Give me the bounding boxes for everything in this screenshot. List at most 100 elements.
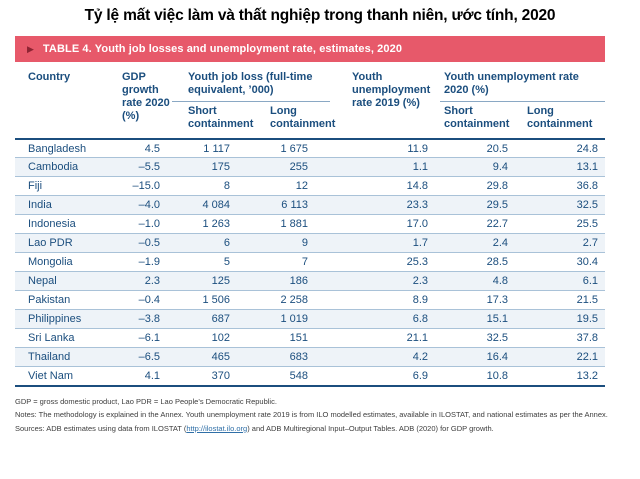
job-loss-long-cell: 2 258 — [252, 290, 331, 311]
data-table: Country GDP growth rate 2020 (%) Youth j… — [15, 65, 606, 387]
unemployment-2019-cell: 21.1 — [330, 328, 441, 349]
unemployment-2019-cell: 1.1 — [330, 157, 441, 178]
table-row: Fiji –15.0 8 12 14.8 29.8 36.8 — [15, 176, 606, 197]
column-header-unemployment-long: Long containment — [525, 101, 606, 140]
job-loss-long-cell: 6 113 — [252, 195, 331, 216]
unemployment-2020-short-cell: 10.8 — [440, 366, 526, 387]
table-body: Bangladesh 4.5 1 117 1 675 11.9 20.5 24.… — [15, 138, 606, 387]
footnotes: GDP = gross domestic product, Lao PDR = … — [15, 397, 627, 435]
gdp-growth-cell: –6.5 — [115, 347, 172, 368]
sources-suffix: ) and ADB Multiregional Input–Output Tab… — [247, 423, 494, 433]
table-row: Lao PDR –0.5 6 9 1.7 2.4 2.7 — [15, 233, 606, 254]
table-row: Viet Nam 4.1 370 548 6.9 10.8 13.2 — [15, 366, 606, 387]
gdp-growth-cell: 4.5 — [115, 138, 172, 159]
unemployment-2020-long-cell: 25.5 — [525, 214, 606, 235]
unemployment-2020-short-cell: 32.5 — [440, 328, 526, 349]
job-loss-short-cell: 6 — [172, 233, 252, 254]
job-loss-short-cell: 102 — [172, 328, 252, 349]
unemployment-2019-cell: 25.3 — [330, 252, 441, 273]
job-loss-long-cell: 1 019 — [252, 309, 331, 330]
table-row: Indonesia –1.0 1 263 1 881 17.0 22.7 25.… — [15, 214, 606, 235]
gdp-growth-cell: –3.8 — [115, 309, 172, 330]
unemployment-2020-short-cell: 17.3 — [440, 290, 526, 311]
country-cell: Indonesia — [15, 214, 115, 235]
country-cell: Philippines — [15, 309, 115, 330]
sources-note: Sources: ADB estimates using data from I… — [15, 424, 627, 435]
unemployment-2020-short-cell: 4.8 — [440, 271, 526, 292]
unemployment-2020-short-cell: 29.8 — [440, 176, 526, 197]
unemployment-2020-long-cell: 13.1 — [525, 157, 606, 178]
job-loss-short-cell: 370 — [172, 366, 252, 387]
column-header-unemployment-short: Short containment — [440, 101, 526, 140]
job-loss-short-cell: 465 — [172, 347, 252, 368]
unemployment-2019-cell: 11.9 — [330, 138, 441, 159]
unemployment-2019-cell: 4.2 — [330, 347, 441, 368]
unemployment-2019-cell: 6.9 — [330, 366, 441, 387]
column-group-unemployment-2020: Youth unemployment rate 2020 (%) — [440, 65, 606, 102]
column-header-job-loss-short: Short containment — [172, 101, 253, 140]
unemployment-2020-short-cell: 22.7 — [440, 214, 526, 235]
country-cell: Fiji — [15, 176, 115, 197]
gdp-growth-cell: –5.5 — [115, 157, 172, 178]
ilostat-link[interactable]: http://ilostat.ilo.org — [186, 423, 248, 433]
job-loss-long-cell: 548 — [252, 366, 331, 387]
job-loss-long-cell: 683 — [252, 347, 331, 368]
unemployment-2020-long-cell: 6.1 — [525, 271, 606, 292]
unemployment-2020-long-cell: 21.5 — [525, 290, 606, 311]
job-loss-short-cell: 4 084 — [172, 195, 252, 216]
country-cell: India — [15, 195, 115, 216]
table-banner-label: TABLE 4. Youth job losses and unemployme… — [42, 43, 403, 55]
country-cell: Sri Lanka — [15, 328, 115, 349]
job-loss-short-cell: 1 263 — [172, 214, 252, 235]
job-loss-long-cell: 12 — [252, 176, 331, 197]
unemployment-2019-cell: 6.8 — [330, 309, 441, 330]
job-loss-long-cell: 9 — [252, 233, 331, 254]
unemployment-2020-short-cell: 29.5 — [440, 195, 526, 216]
country-cell: Cambodia — [15, 157, 115, 178]
unemployment-2020-short-cell: 20.5 — [440, 138, 526, 159]
job-loss-short-cell: 125 — [172, 271, 252, 292]
table-banner[interactable]: ▶ TABLE 4. Youth job losses and unemploy… — [15, 36, 605, 62]
job-loss-short-cell: 1 506 — [172, 290, 252, 311]
gdp-growth-cell: –15.0 — [115, 176, 172, 197]
job-loss-short-cell: 5 — [172, 252, 252, 273]
unemployment-2020-long-cell: 13.2 — [525, 366, 606, 387]
gdp-growth-cell: –0.4 — [115, 290, 172, 311]
methodology-note: Notes: The methodology is explained in t… — [15, 410, 608, 420]
table-row: Sri Lanka –6.1 102 151 21.1 32.5 37.8 — [15, 328, 606, 349]
unemployment-2020-long-cell: 37.8 — [525, 328, 606, 349]
unemployment-2020-short-cell: 2.4 — [440, 233, 526, 254]
country-cell: Pakistan — [15, 290, 115, 311]
table-row: Cambodia –5.5 175 255 1.1 9.4 13.1 — [15, 157, 606, 178]
unemployment-2020-short-cell: 9.4 — [440, 157, 526, 178]
unemployment-2020-long-cell: 22.1 — [525, 347, 606, 368]
unemployment-2020-short-cell: 16.4 — [440, 347, 526, 368]
column-header-gdp-growth: GDP growth rate 2020 (%) — [115, 65, 172, 140]
table-row: Pakistan –0.4 1 506 2 258 8.9 17.3 21.5 — [15, 290, 606, 311]
country-cell: Bangladesh — [15, 138, 115, 159]
country-cell: Nepal — [15, 271, 115, 292]
gdp-growth-cell: –0.5 — [115, 233, 172, 254]
unemployment-2019-cell: 8.9 — [330, 290, 441, 311]
job-loss-long-cell: 7 — [252, 252, 331, 273]
country-cell: Mongolia — [15, 252, 115, 273]
column-group-youth-job-loss: Youth job loss (full-time equivalent, ’0… — [172, 65, 331, 102]
unemployment-2020-long-cell: 24.8 — [525, 138, 606, 159]
table-row: Bangladesh 4.5 1 117 1 675 11.9 20.5 24.… — [15, 138, 606, 159]
table-row: Philippines –3.8 687 1 019 6.8 15.1 19.5 — [15, 309, 606, 330]
triangle-marker-icon: ▶ — [27, 43, 34, 54]
gdp-growth-cell: –4.0 — [115, 195, 172, 216]
job-loss-long-cell: 151 — [252, 328, 331, 349]
column-header-job-loss-long: Long containment — [252, 101, 335, 140]
job-loss-short-cell: 687 — [172, 309, 252, 330]
gdp-growth-cell: –1.0 — [115, 214, 172, 235]
sources-prefix: Sources: ADB estimates using data from I… — [15, 423, 187, 433]
job-loss-long-cell: 1 881 — [252, 214, 331, 235]
table-row: Nepal 2.3 125 186 2.3 4.8 6.1 — [15, 271, 606, 292]
unemployment-2019-cell: 14.8 — [330, 176, 441, 197]
unemployment-2020-long-cell: 19.5 — [525, 309, 606, 330]
country-cell: Viet Nam — [15, 366, 115, 387]
table-row: India –4.0 4 084 6 113 23.3 29.5 32.5 — [15, 195, 606, 216]
country-cell: Thailand — [15, 347, 115, 368]
job-loss-long-cell: 186 — [252, 271, 331, 292]
